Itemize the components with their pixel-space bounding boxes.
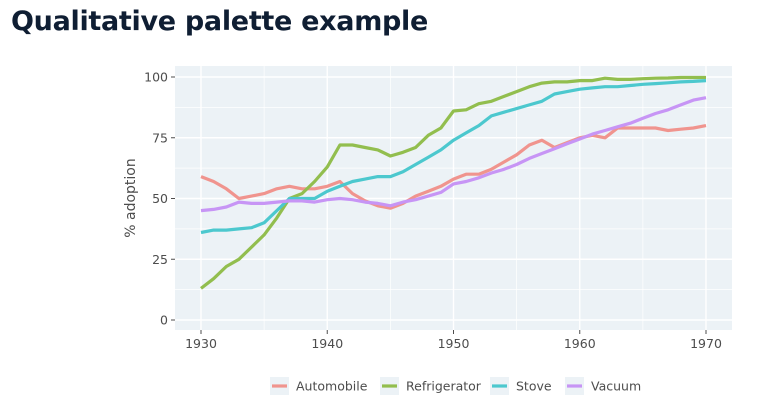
x-tick-label: 1970 [690,336,722,351]
legend-label: Refrigerator [406,379,482,394]
y-axis-title: % adoption [123,158,139,238]
page-title: Qualitative palette example [11,6,429,37]
y-tick-label: 0 [160,313,168,328]
series-line-automobile [200,124,707,210]
x-tick-label: 1950 [438,336,470,351]
x-tick-label: 1960 [564,336,596,351]
legend-label: Automobile [296,379,368,394]
series-line-refrigerator [200,75,706,290]
legend-item-stove: Stove [490,377,552,395]
legend-item-vacuum: Vacuum [565,377,641,395]
series-line-vacuum [200,96,707,213]
y-axis: 0 25 50 75 100 [144,70,175,328]
x-axis: 1930 1940 1950 1960 1970 [185,330,722,351]
x-tick-label: 1930 [185,336,217,351]
legend-label: Stove [516,379,552,394]
series-lines [200,75,707,290]
y-tick-label: 100 [144,70,168,85]
grid-major [175,66,732,330]
x-tick-label: 1940 [311,336,343,351]
legend-item-refrigerator: Refrigerator [380,377,482,395]
legend: Automobile Refrigerator Stove Vacuum [270,377,641,395]
y-tick-label: 25 [152,252,168,267]
y-tick-label: 50 [152,191,168,206]
y-tick-label: 75 [152,130,168,145]
legend-item-automobile: Automobile [270,377,368,395]
legend-label: Vacuum [591,379,641,394]
